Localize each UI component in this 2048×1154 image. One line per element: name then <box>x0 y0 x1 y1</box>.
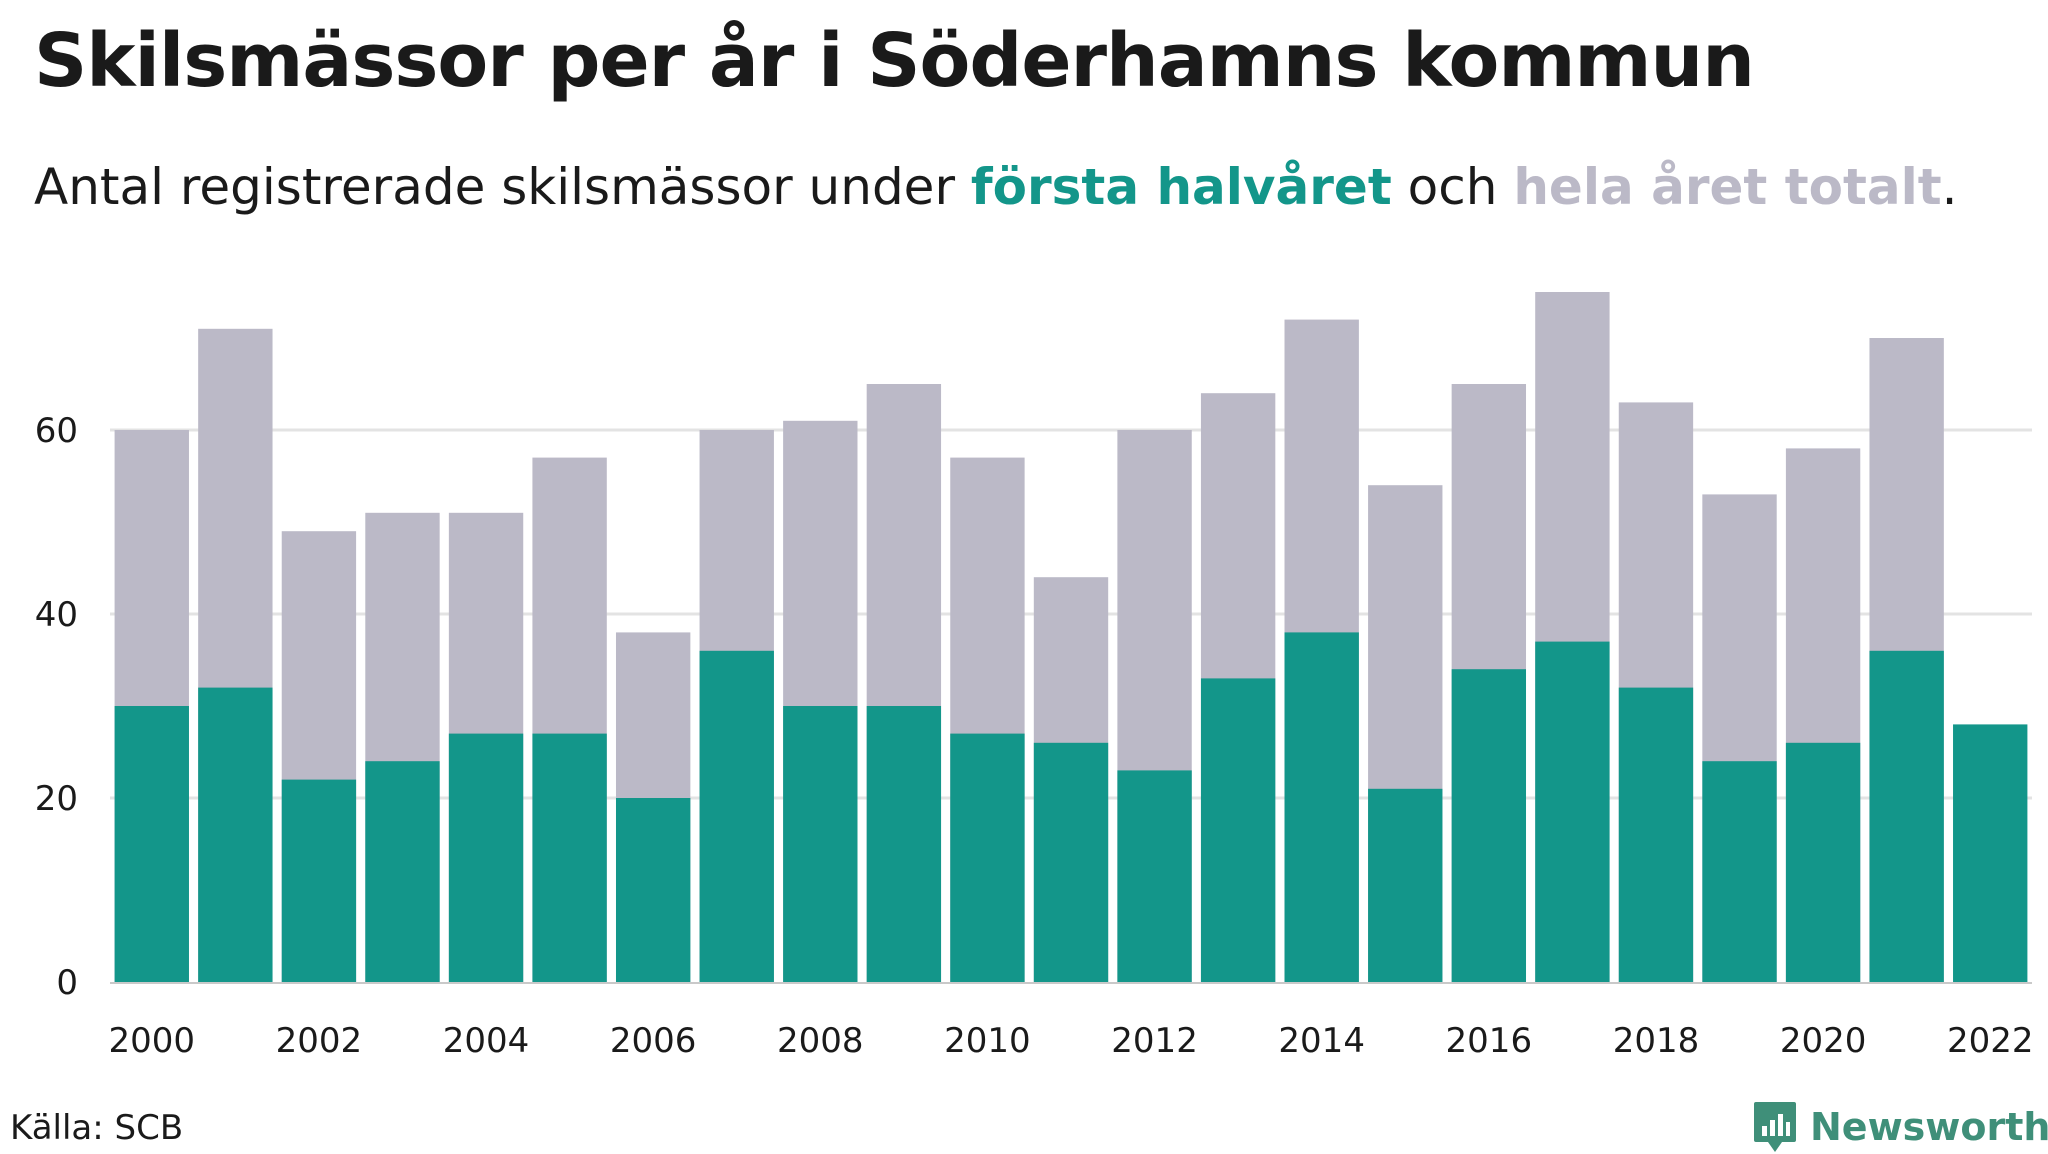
x-tick-label: 2000 <box>109 1021 196 1061</box>
bar-first-half-2001 <box>198 687 273 982</box>
chart-title: Skilsmässor per år i Söderhamns kommun <box>34 18 1755 104</box>
x-tick-label: 2022 <box>1947 1021 2034 1061</box>
bar-first-half-2012 <box>1117 770 1192 982</box>
x-tick-label: 2010 <box>944 1021 1031 1061</box>
source-note: Källa: SCB <box>10 1108 184 1148</box>
bar-first-half-2018 <box>1618 687 1694 982</box>
bar-first-half-2008 <box>783 706 858 982</box>
y-axis-labels: 0 20 40 60 <box>35 411 78 1003</box>
bar-first-half-2020 <box>1785 742 1861 982</box>
x-tick-label: 2006 <box>610 1021 697 1061</box>
y-tick-label: 40 <box>35 595 78 635</box>
y-tick-label: 20 <box>35 779 78 819</box>
bar-first-half-2003 <box>365 761 440 982</box>
legend-first-half: första halvåret <box>970 158 1392 216</box>
x-tick-label: 2016 <box>1446 1021 1533 1061</box>
y-tick-label: 0 <box>56 963 78 1003</box>
bar-first-half-2016 <box>1451 669 1527 982</box>
bar-first-half-2000 <box>114 706 189 982</box>
x-tick-label: 2014 <box>1278 1021 1365 1061</box>
x-axis-labels: 2000 2002 2004 2006 2008 2010 2012 2014 2016 2018… <box>109 1021 2034 1061</box>
bar-first-half-2007 <box>699 650 774 982</box>
y-tick-label: 60 <box>35 411 78 451</box>
bar-first-half-2019 <box>1702 761 1777 982</box>
subtitle-suffix: . <box>1941 158 1958 216</box>
newsworthy-logo-text: Newsworthy <box>1810 1105 2048 1149</box>
bar-first-half-2010 <box>950 733 1025 982</box>
chart-subtitle: Antal registrerade skilsmässor under för… <box>34 158 1958 216</box>
bar-first-half-2006 <box>615 798 691 982</box>
newsworthy-logo-icon <box>1754 1102 1796 1152</box>
bar-first-half-2022 <box>1953 724 2028 982</box>
legend-full-year: hela året totalt <box>1513 158 1942 216</box>
x-tick-label: 2018 <box>1613 1021 1700 1061</box>
x-tick-label: 2004 <box>443 1021 530 1061</box>
bar-first-half-2015 <box>1368 788 1443 982</box>
bar-first-half-2013 <box>1200 678 1276 982</box>
bar-chart: 0 20 40 60 2000 2002 2004 2006 2008 2010 2012 2014… <box>35 292 2034 1061</box>
bars-first-half <box>114 632 2028 982</box>
x-tick-label: 2020 <box>1780 1021 1867 1061</box>
bar-first-half-2002 <box>281 779 357 982</box>
x-tick-label: 2002 <box>276 1021 363 1061</box>
bar-first-half-2017 <box>1535 641 1610 982</box>
subtitle-middle: och <box>1391 158 1514 216</box>
x-tick-label: 2008 <box>777 1021 864 1061</box>
newsworthy-logo: Newsworthy <box>1752 1100 2048 1154</box>
bar-first-half-2004 <box>448 733 524 982</box>
bar-first-half-2011 <box>1033 742 1109 982</box>
subtitle-prefix: Antal registrerade skilsmässor under <box>34 158 971 216</box>
bar-first-half-2021 <box>1869 650 1944 982</box>
x-tick-label: 2012 <box>1111 1021 1198 1061</box>
bar-first-half-2014 <box>1284 632 1359 982</box>
bar-first-half-2005 <box>532 733 607 982</box>
bar-first-half-2009 <box>866 706 942 982</box>
